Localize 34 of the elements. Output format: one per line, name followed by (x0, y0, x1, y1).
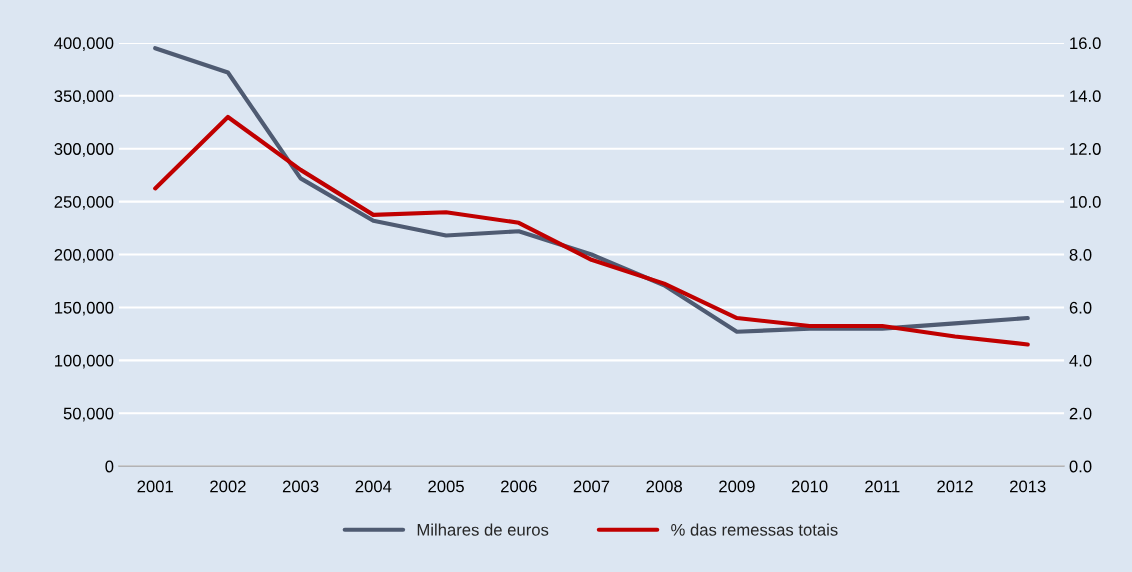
legend-label: % das remessas totais (671, 523, 838, 536)
y-tick-label: 50,000 (63, 407, 114, 422)
x-tick-label: 2004 (355, 480, 392, 493)
x-tick-label: 2003 (282, 480, 319, 493)
line-series (153, 114, 1030, 347)
y-tick-label: 250,000 (54, 196, 114, 210)
y2-tick-label: 4.0 (1069, 354, 1092, 367)
x-tick-label: 2002 (210, 480, 246, 493)
x-tick-label: 2011 (865, 480, 900, 493)
x-tick-label: 2008 (646, 480, 682, 493)
legend-label: Milhares de euros (417, 523, 549, 536)
y2-tick-label: 6.0 (1069, 301, 1092, 314)
x-tick-label: 2001 (137, 480, 173, 493)
y2-tick-label: 16.0 (1070, 37, 1101, 50)
y-tick-label: 200,000 (54, 248, 114, 263)
y2-tick-label: 0.0 (1069, 460, 1092, 473)
y-tick-label: 100,000 (55, 354, 114, 369)
y-tick-label: 350,000 (54, 90, 114, 104)
x-tick-label: 2012 (937, 480, 973, 493)
y-tick-label: 150,000 (55, 301, 114, 316)
x-tick-label: 2009 (719, 480, 755, 493)
y-tick-label: 0 (105, 460, 114, 473)
x-tick-label: 2010 (791, 480, 828, 493)
y2-tick-label: 2.0 (1069, 407, 1092, 420)
y2-tick-label: 12.0 (1070, 143, 1101, 155)
y2-tick-label: 8.0 (1069, 248, 1092, 261)
y-tick-label: 400,000 (54, 37, 114, 52)
y2-tick-label: 14.0 (1070, 90, 1101, 103)
y-tick-label: 300,000 (54, 143, 114, 157)
x-tick-label: 2006 (501, 480, 537, 493)
y2-tick-label: 10.0 (1070, 196, 1101, 208)
x-tick-label: 2013 (1010, 480, 1046, 493)
x-tick-label: 2005 (428, 480, 464, 493)
x-tick-label: 2007 (573, 480, 610, 493)
